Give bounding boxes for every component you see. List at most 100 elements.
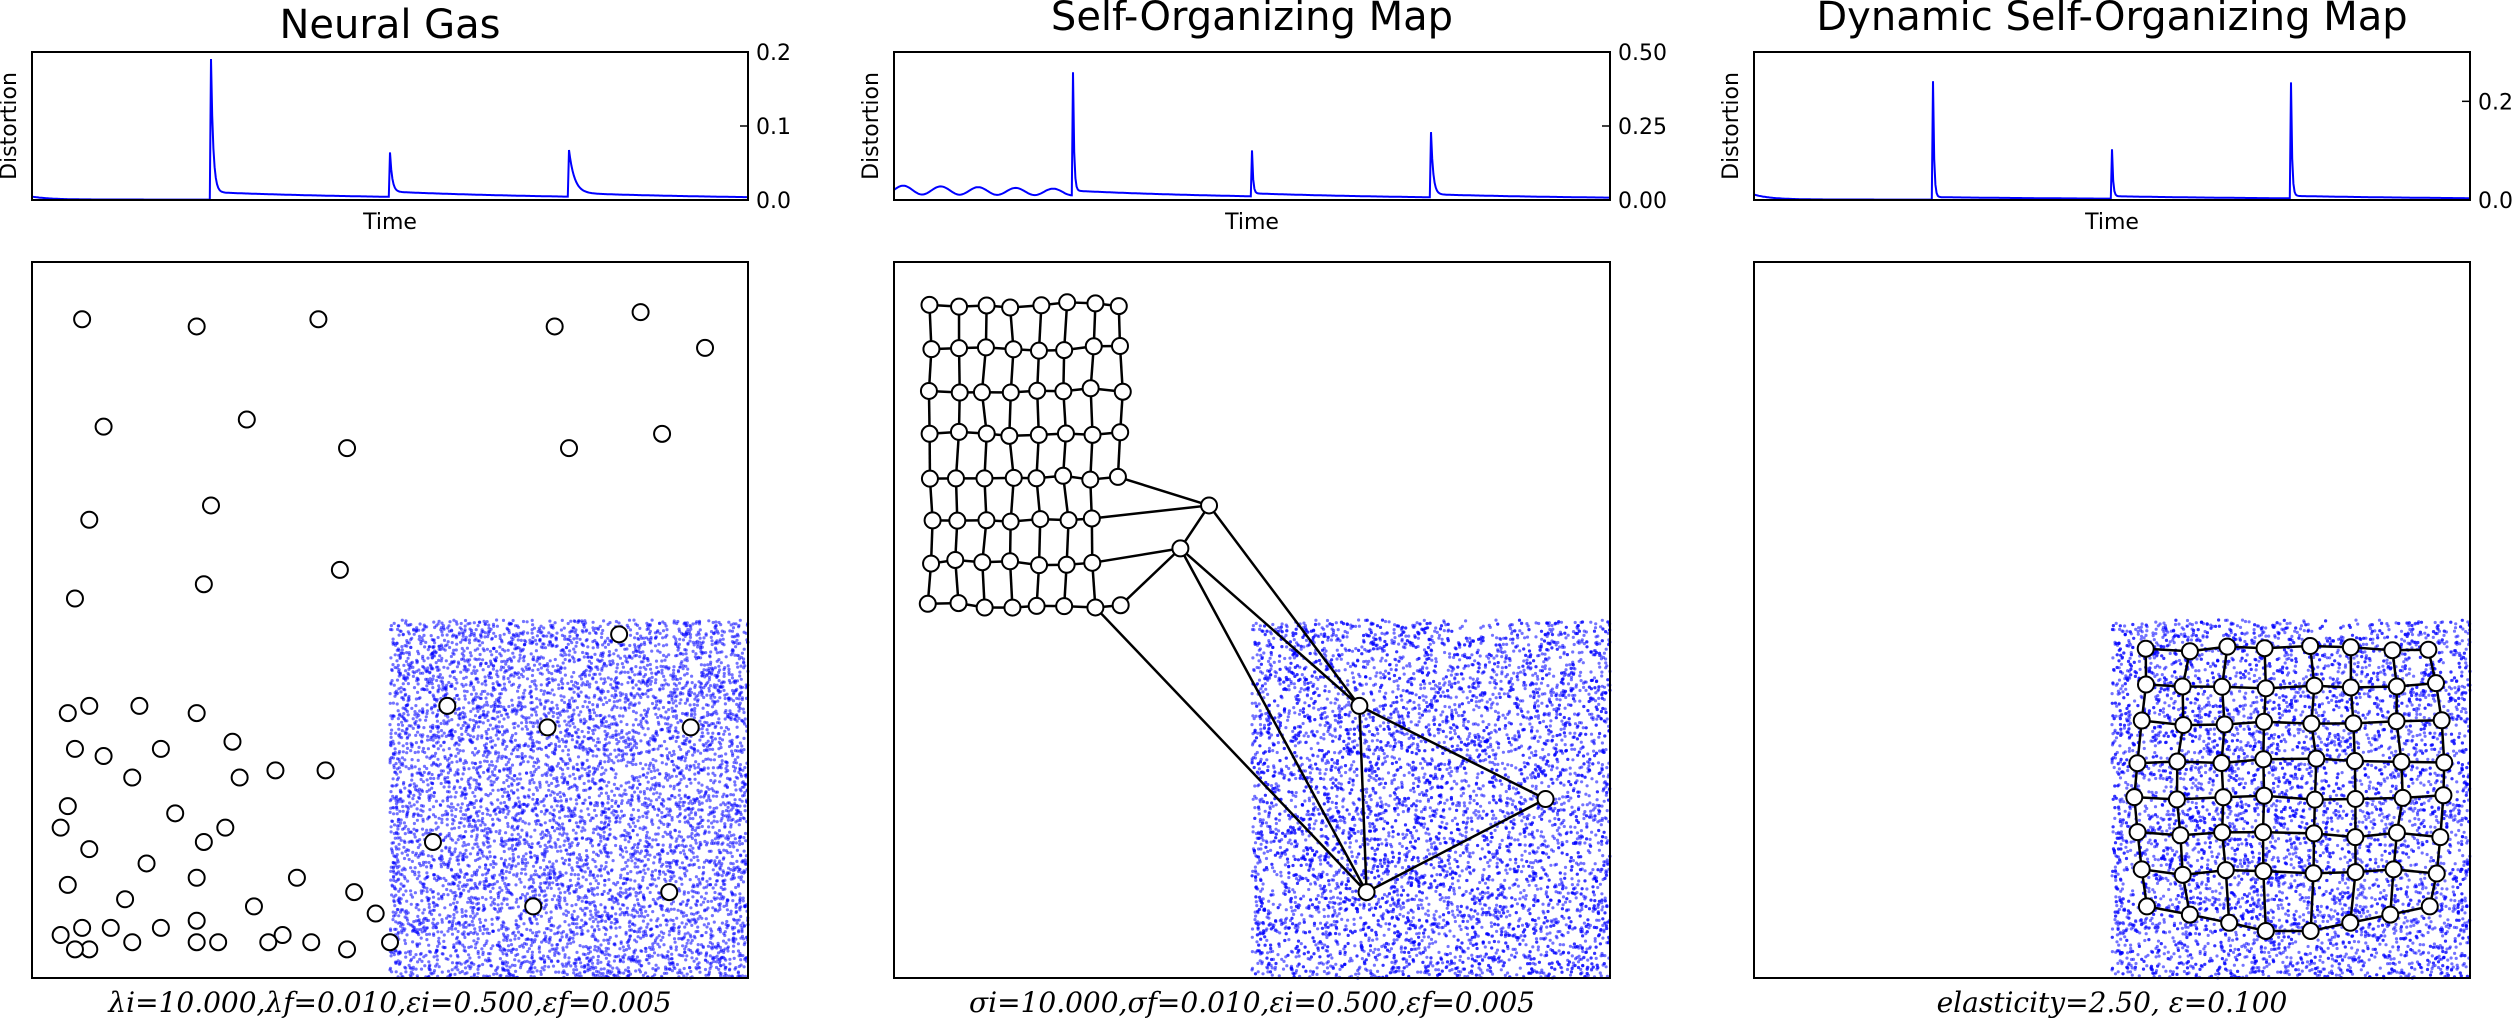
sample-point bbox=[491, 682, 495, 686]
sample-point bbox=[517, 676, 521, 680]
sample-point bbox=[408, 952, 412, 957]
sample-point bbox=[579, 809, 583, 813]
sample-point bbox=[728, 841, 733, 845]
sample-point bbox=[557, 744, 562, 749]
ytick-label-1-2: 0.50 bbox=[1618, 41, 1667, 66]
sample-point bbox=[565, 832, 569, 836]
sample-point bbox=[407, 857, 411, 862]
sample-point bbox=[677, 745, 681, 749]
sample-point bbox=[519, 638, 523, 643]
sample-point bbox=[661, 705, 666, 710]
sample-point bbox=[695, 899, 699, 903]
sample-point bbox=[491, 788, 495, 792]
sample-point bbox=[450, 718, 454, 722]
sample-point bbox=[594, 913, 598, 917]
sample-point bbox=[551, 813, 555, 817]
sample-point bbox=[701, 876, 705, 880]
sample-point bbox=[550, 688, 554, 692]
sample-point bbox=[573, 873, 577, 877]
sample-point bbox=[501, 878, 505, 882]
sample-point bbox=[626, 858, 630, 862]
sample-point bbox=[519, 963, 523, 967]
sample-point bbox=[476, 639, 480, 643]
sample-point bbox=[425, 703, 429, 707]
sample-point bbox=[690, 746, 694, 750]
sample-point bbox=[496, 910, 500, 914]
sample-point bbox=[572, 933, 576, 937]
sample-point bbox=[602, 867, 607, 871]
sample-point bbox=[580, 928, 584, 933]
sample-point bbox=[608, 662, 612, 667]
sample-point bbox=[555, 703, 559, 707]
sample-point bbox=[740, 875, 744, 879]
sample-point bbox=[710, 666, 714, 670]
sample-point bbox=[529, 943, 533, 948]
sample-point bbox=[599, 677, 603, 681]
sample-point bbox=[478, 760, 482, 765]
sample-point bbox=[608, 659, 612, 664]
sample-point bbox=[639, 936, 643, 940]
sample-point bbox=[625, 647, 629, 651]
sample-point bbox=[658, 687, 662, 691]
sample-point bbox=[513, 624, 518, 628]
sample-point bbox=[672, 907, 676, 911]
sample-point bbox=[391, 663, 395, 667]
sample-point bbox=[672, 709, 677, 713]
sample-point bbox=[711, 906, 715, 910]
sample-point bbox=[587, 959, 592, 963]
sample-point bbox=[439, 865, 443, 869]
sample-point bbox=[738, 766, 742, 770]
sample-point bbox=[711, 868, 715, 872]
sample-point bbox=[669, 907, 673, 911]
sample-point bbox=[743, 717, 747, 721]
sample-point bbox=[729, 825, 733, 829]
sample-point bbox=[529, 770, 533, 775]
sample-point bbox=[578, 658, 582, 662]
sample-point bbox=[629, 701, 633, 705]
sample-point bbox=[436, 635, 440, 640]
sample-point bbox=[570, 715, 574, 719]
sample-point bbox=[396, 723, 401, 727]
sample-point bbox=[400, 851, 404, 855]
sample-point bbox=[493, 855, 497, 859]
sample-point bbox=[452, 916, 456, 920]
sample-point bbox=[599, 851, 603, 855]
sample-point bbox=[525, 727, 530, 731]
sample-point bbox=[723, 822, 727, 826]
sample-point bbox=[606, 732, 610, 736]
sample-point bbox=[455, 941, 459, 945]
sample-point bbox=[498, 886, 502, 890]
sample-point bbox=[631, 828, 635, 833]
sample-point bbox=[635, 692, 639, 696]
sample-point bbox=[397, 727, 401, 731]
sample-point bbox=[618, 820, 622, 824]
sample-point bbox=[660, 761, 664, 765]
sample-point bbox=[740, 744, 744, 748]
sample-point bbox=[614, 912, 618, 916]
sample-point bbox=[715, 806, 719, 810]
sample-point bbox=[720, 685, 724, 690]
sample-point bbox=[632, 744, 636, 748]
sample-point bbox=[400, 729, 404, 733]
sample-point bbox=[516, 905, 521, 909]
sample-point bbox=[595, 886, 600, 890]
sample-point bbox=[479, 661, 483, 666]
sample-point bbox=[656, 715, 660, 720]
sample-point bbox=[400, 618, 404, 622]
sample-point bbox=[513, 937, 517, 941]
sample-point bbox=[394, 927, 398, 931]
sample-point bbox=[515, 826, 520, 831]
sample-point bbox=[627, 946, 631, 950]
sample-point bbox=[389, 825, 393, 829]
sample-point bbox=[641, 773, 645, 777]
sample-point bbox=[684, 632, 688, 636]
sample-point bbox=[737, 703, 742, 707]
sample-point bbox=[613, 748, 617, 752]
sample-point bbox=[442, 933, 446, 937]
sample-point bbox=[478, 707, 482, 711]
ylabel-dsom: Distortion bbox=[1719, 72, 1744, 180]
sample-point bbox=[461, 844, 465, 848]
sample-point bbox=[457, 662, 461, 666]
sample-point bbox=[646, 771, 650, 775]
sample-point bbox=[549, 910, 553, 914]
